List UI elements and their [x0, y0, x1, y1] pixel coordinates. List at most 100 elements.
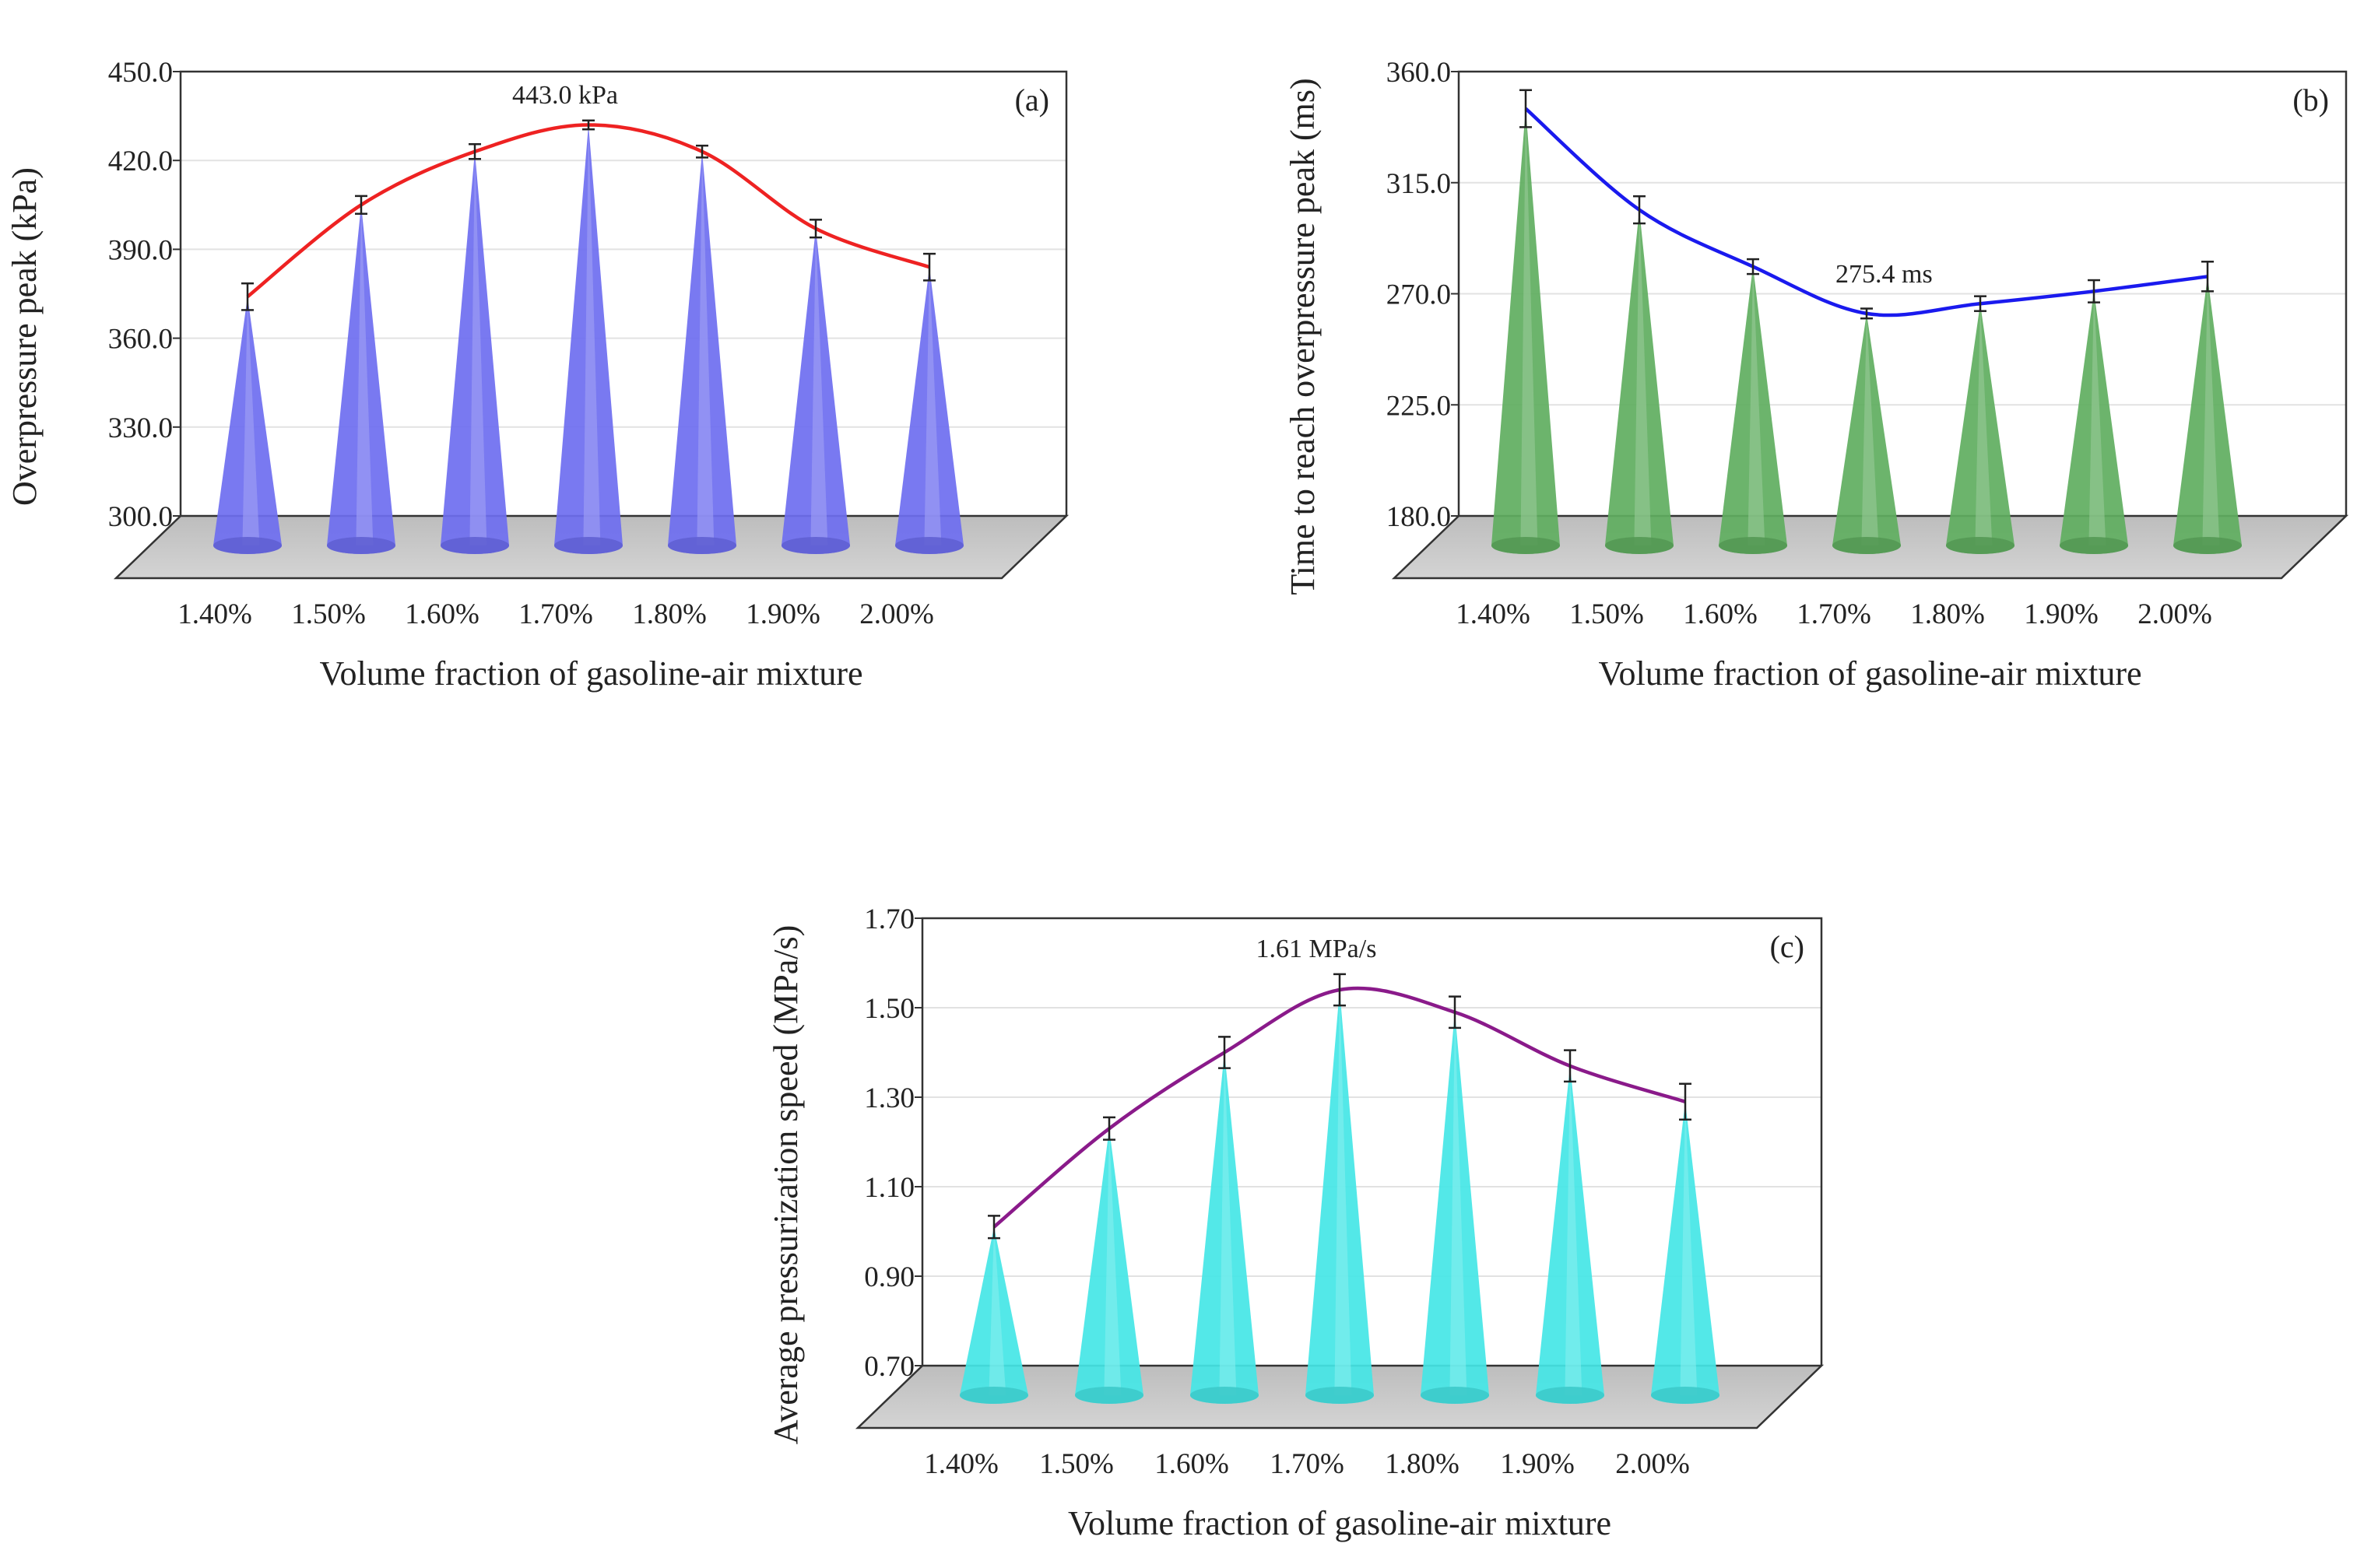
cone-base [960, 1387, 1028, 1404]
panel-a: 300.0 330.0 360.0 390.0 420.0 450.0 1.40% 1.50%… [5, 57, 1070, 693]
cone-bar-1.80% [1946, 303, 2014, 554]
y-tick-label: 180.0 [1386, 501, 1451, 533]
x-axis-label: Volume fraction of gasoline-air mixture [1068, 1504, 1611, 1542]
x-tick-label: 2.00% [859, 598, 934, 630]
cone-bar-1.70% [1305, 990, 1374, 1404]
cone-base [1491, 537, 1560, 554]
cone-base [668, 537, 736, 554]
y-tick-label: 330.0 [108, 412, 173, 444]
cone-base [1605, 537, 1674, 554]
error-bar [1974, 295, 1986, 312]
error-bar [1519, 89, 1532, 128]
error-bar [1860, 307, 1873, 320]
x-tick-label: 1.40% [924, 1448, 999, 1480]
cone-bar-1.60% [441, 151, 509, 554]
cone-highlight [1520, 108, 1538, 546]
x-tick-label: 1.90% [746, 598, 820, 630]
cone-base [2060, 537, 2128, 554]
cone-highlight [469, 151, 487, 545]
y-tick-label: 390.0 [108, 234, 173, 266]
peak-annotation: 1.61 MPa/s [1256, 935, 1377, 963]
cone-base [1075, 1387, 1143, 1404]
cone-bar-1.70% [1832, 313, 1901, 554]
error-bar [923, 252, 936, 282]
cone-base [1946, 537, 2014, 554]
cone-bar-1.60% [1719, 266, 1787, 554]
cone-highlight [583, 125, 601, 545]
cone-base [1536, 1387, 1604, 1404]
cone-highlight [810, 228, 828, 545]
cone-base [1190, 1387, 1259, 1404]
cone-highlight [1565, 1065, 1582, 1395]
x-tick-label: 1.60% [405, 598, 479, 630]
cone-bar-1.40% [213, 296, 282, 554]
x-tick-label: 1.50% [1569, 598, 1644, 630]
x-tick-label: 1.70% [1270, 1448, 1344, 1480]
y-tick-label: 0.90 [864, 1261, 915, 1293]
peak-annotation: 443.0 kPa [512, 81, 618, 110]
error-bar [696, 144, 708, 159]
error-bar [810, 219, 822, 239]
error-bar [2088, 279, 2100, 303]
cone-highlight [2202, 276, 2220, 545]
cone-bar-1.60% [1190, 1052, 1259, 1404]
cone-base [213, 537, 282, 554]
cone-base [327, 537, 395, 554]
y-tick-label: 420.0 [108, 146, 173, 177]
cone-bar-1.50% [327, 205, 395, 554]
x-tick-label: 2.00% [2137, 598, 2212, 630]
x-tick-label: 1.80% [1910, 598, 1985, 630]
cone-bar-1.80% [1421, 1012, 1489, 1404]
cone-bar-1.50% [1605, 209, 1674, 554]
x-tick-label: 1.60% [1683, 598, 1758, 630]
error-bar [1103, 1116, 1115, 1141]
cone-base [782, 537, 850, 554]
x-axis-label: Volume fraction of gasoline-air mixture [1598, 654, 2141, 693]
plot-frame [179, 70, 1068, 516]
error-bar [582, 119, 595, 131]
cone-bar-2.00% [895, 267, 964, 554]
peak-annotation: 275.4 ms [1835, 260, 1933, 289]
y-tick-label: 1.10 [864, 1172, 915, 1204]
error-bar [241, 282, 254, 311]
panel-label: (a) [1015, 82, 1049, 118]
error-bar [469, 143, 481, 160]
cone-base [1421, 1387, 1489, 1404]
y-tick-label: 315.0 [1386, 168, 1451, 200]
x-tick-label: 1.70% [1797, 598, 1871, 630]
cone-highlight [1975, 303, 1993, 545]
cone-base [2173, 537, 2242, 554]
cone-bar-1.90% [2060, 291, 2128, 554]
error-bar [1333, 973, 1346, 1007]
error-bar [988, 1215, 1000, 1240]
error-bar [355, 195, 367, 215]
y-axis-label: Average pressurization speed (MPa/s) [767, 925, 805, 1445]
y-tick-label: 270.0 [1386, 279, 1451, 311]
cone-bar-1.70% [554, 125, 623, 554]
cone-highlight [242, 296, 260, 545]
panel-c: 0.70 0.90 1.10 1.30 1.50 1.70 1.40% 1.50% 1.60% 1… [767, 903, 1825, 1542]
y-tick-label: 300.0 [108, 501, 173, 533]
x-tick-label: 1.90% [1500, 1448, 1575, 1480]
y-tick-label: 450.0 [108, 57, 173, 89]
cone-base [895, 537, 964, 554]
cone-highlight [1634, 209, 1652, 545]
y-tick-label: 360.0 [108, 324, 173, 356]
y-tick-label: 360.0 [1386, 57, 1451, 89]
cone-base [1651, 1387, 1719, 1404]
cone-highlight [2088, 291, 2106, 545]
error-bar [1564, 1049, 1576, 1083]
cone-highlight [1449, 1012, 1467, 1395]
x-tick-label: 2.00% [1615, 1448, 1690, 1480]
error-bar [2201, 261, 2214, 293]
cone-bar-1.80% [668, 151, 736, 554]
x-tick-label: 1.90% [2024, 598, 2099, 630]
cone-highlight [1748, 266, 1765, 545]
cone-highlight [924, 267, 942, 545]
x-tick-label: 1.80% [1385, 1448, 1459, 1480]
cone-bar-2.00% [1651, 1101, 1719, 1404]
cone-bar-2.00% [2173, 276, 2242, 554]
error-bar [1679, 1082, 1691, 1121]
cone-bar-1.90% [782, 228, 850, 554]
